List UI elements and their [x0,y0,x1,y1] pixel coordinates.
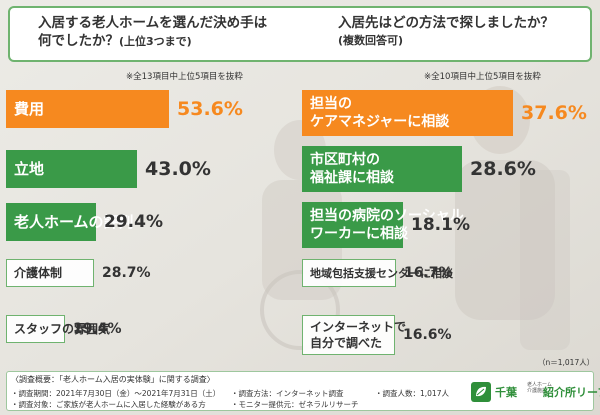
bar-value-left-5: 19.4% [73,320,122,337]
right-question-line1: 入居先はどの方法で探しましたか？ [338,15,554,31]
left-note: ※全13項目中上位5項目を抜粋 [126,72,243,82]
bar-right-2 [302,146,462,192]
company-logo: 千葉 老人ホーム介護施設 紹介所リーブス [471,380,600,404]
bar-label-left-4: 介護体制 [14,266,63,280]
bar-label-left-2: 立地 [14,159,45,178]
bar-label-left-1: 費用 [14,99,45,118]
bar-label-right-1: 担当の ケアマネジャーに相談 [310,96,450,130]
survey-period: ・調査期間：2021年7月30日（金）〜2021年7月31日（土） [11,389,221,398]
bar-value-left-3: 29.4% [104,211,163,232]
survey-method: ・調査方法：インターネット調査 [231,389,344,398]
right-question: 入居先はどの方法で探しましたか？ (複数回答可) [338,14,554,50]
bar-value-left-1: 53.6% [177,97,243,120]
bar-right-3 [302,202,403,248]
bar-left-3 [6,203,96,241]
bar-left-5 [6,315,65,343]
bar-left-1 [6,90,169,128]
bar-value-right-2: 28.6% [470,157,536,180]
left-question: 入居する老人ホームを選んだ決め手は 何でしたか？(上位3つまで) [38,14,267,51]
bar-right-5 [302,315,395,355]
survey-provider: ・モニター提供元：ゼネラルリサーチ [231,400,359,409]
left-question-line2: 何でしたか？ [38,33,119,49]
bar-left-2 [6,150,137,188]
bar-label-left-3: 老人ホームの評判 [14,212,134,231]
survey-target: ・調査対象：ご家族が老人ホームに入居した経験がある方 [11,400,206,409]
right-question-sub: (複数回答可) [338,34,404,47]
survey-heading: 〈調査概要：「老人ホーム入居の実体験」に関する調査〉 [11,375,215,384]
left-question-sub: (上位3つまで) [119,35,192,48]
bar-value-right-1: 37.6% [521,101,587,124]
bar-right-4 [302,259,396,287]
right-note: ※全10項目中上位5項目を抜粋 [424,72,541,82]
bar-label-right-2: 市区町村の 福祉課に相談 [310,152,394,186]
survey-footer: 〈調査概要：「老人ホーム入居の実体験」に関する調査〉 ・調査期間：2021年7月… [6,371,600,411]
logo-main: 千葉 [495,386,517,399]
bar-value-left-2: 43.0% [145,157,211,180]
logo-name: 紹介所リーブス [543,386,600,399]
bar-label-left-5: スタッフの雰囲気 [14,322,111,336]
bar-label-right-4: 地域包括支援センターに相談 [310,266,453,280]
bar-value-left-4: 28.7% [102,264,151,281]
logo-small-text: 老人ホーム介護施設 [527,382,552,394]
survey-count: ・調査人数：1,017人 [375,389,449,398]
bar-right-1 [302,90,513,136]
leaf-logo-icon [471,382,491,402]
bar-value-right-4: 16.7% [404,264,453,281]
bar-value-right-3: 18.1% [411,214,470,235]
bar-left-4 [6,259,94,287]
sample-size-note: （n＝1,017人） [538,358,595,367]
question-header: 入居する老人ホームを選んだ決め手は 何でしたか？(上位3つまで) 入居先はどの方… [8,6,592,62]
left-question-line1: 入居する老人ホームを選んだ決め手は [38,15,268,31]
bar-label-right-3: 担当の病院のソーシャル ワーカーに相談 [310,208,464,242]
bar-label-right-5: インターネットで 自分で調べた [310,320,407,350]
bar-value-right-5: 16.6% [403,326,452,343]
